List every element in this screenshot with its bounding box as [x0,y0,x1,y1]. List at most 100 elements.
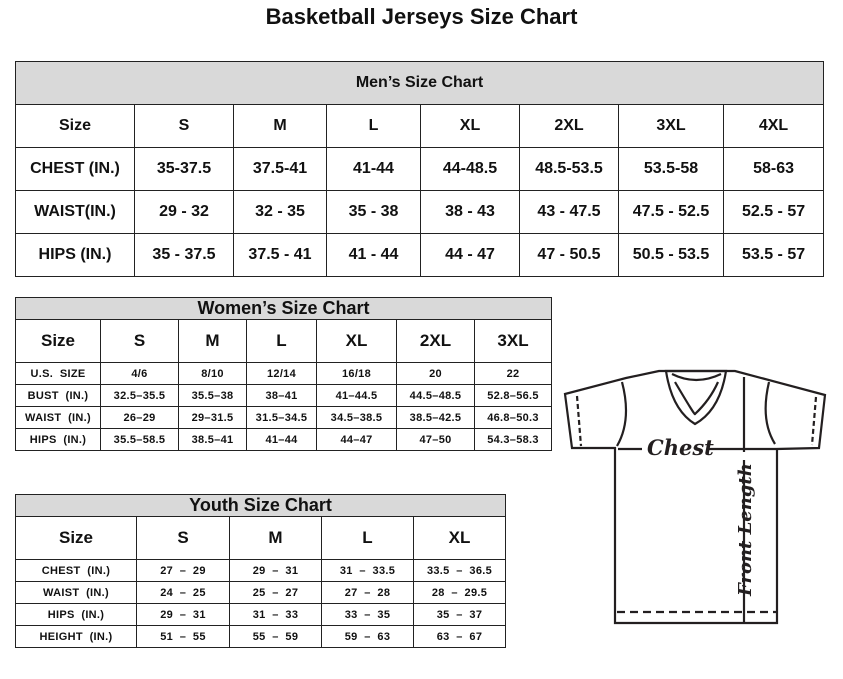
table-cell: 44–47 [316,428,397,451]
table-row: WAIST(IN.) 29 - 32 32 - 35 35 - 38 38 - 43 43… [15,190,825,234]
row-label: HIPS (IN.) [15,603,137,626]
table-cell: 32.5–35.5 [100,384,179,407]
table-cell: 52.5 - 57 [722,190,825,234]
table-cell: 31.5–34.5 [246,406,317,429]
front-length-label: Front Length [735,463,756,597]
table-cell: 43 - 47.5 [519,190,619,234]
jersey-diagram: Chest Front Length [563,369,827,625]
column-header: S [136,516,230,560]
row-label: HIPS (IN.) [15,428,101,451]
table-cell: 53.5 - 57 [722,233,825,277]
column-header: XL [316,319,397,363]
column-header: 4XL [722,104,825,148]
table-cell: 4/6 [100,362,179,385]
row-label: BUST (IN.) [15,384,101,407]
column-header: L [321,516,414,560]
header-row: Size S M L XL [15,516,507,560]
table-cell: 59 – 63 [321,625,414,648]
table-cell: 33.5 – 36.5 [412,559,507,582]
table-title: Women’s Size Chart [14,297,553,320]
table-cell: 38.5–41 [178,428,247,451]
column-header: L [326,104,421,148]
table-cell: 38.5–42.5 [396,406,475,429]
column-header: S [134,104,234,148]
table-row: CHEST (IN.) 27 – 29 29 – 31 31 – 33.5 33.5 –… [15,559,507,582]
column-header: 2XL [519,104,619,148]
table-cell: 44.5–48.5 [396,384,475,407]
table-cell: 16/18 [316,362,397,385]
mens-size-table: Men’s Size Chart Size S M L XL 2XL 3XL 4XL CHEST … [14,61,825,277]
table-title: Men’s Size Chart [14,61,825,105]
table-cell: 55 – 59 [229,625,322,648]
table-cell: 35.5–58.5 [100,428,179,451]
table-cell: 46.8–50.3 [473,406,553,429]
table-cell: 44 - 47 [420,233,520,277]
table-cell: 52.8–56.5 [473,384,553,407]
table-cell: 31 – 33.5 [321,559,414,582]
table-cell: 8/10 [178,362,247,385]
column-header: S [100,319,179,363]
header-row: Size S M L XL 2XL 3XL 4XL [15,104,825,148]
row-label: CHEST (IN.) [15,147,135,191]
column-header: 3XL [473,319,553,363]
table-cell: 37.5-41 [233,147,327,191]
column-header: M [178,319,247,363]
column-header: M [233,104,327,148]
column-header: XL [412,516,507,560]
row-label: U.S. SIZE [15,362,101,385]
table-cell: 41 - 44 [326,233,421,277]
table-cell: 29 – 31 [136,603,230,626]
table-cell: 29–31.5 [178,406,247,429]
table-cell: 29 – 31 [229,559,322,582]
table-row: BUST (IN.) 32.5–35.5 35.5–38 38–41 41–44.5 44… [15,384,553,407]
table-cell: 50.5 - 53.5 [618,233,724,277]
column-header: Size [15,104,135,148]
chest-label: Chest [647,435,714,460]
column-header: M [229,516,322,560]
page-title: Basketball Jerseys Size Chart [265,4,578,29]
table-row: WAIST (IN.) 26–29 29–31.5 31.5–34.5 34.5–38.… [15,406,553,429]
column-header: 2XL [396,319,475,363]
table-cell: 38 - 43 [420,190,520,234]
row-label: WAIST (IN.) [15,581,137,604]
header-row: Size S M L XL 2XL 3XL [15,319,553,363]
table-cell: 35.5–38 [178,384,247,407]
table-row: HIPS (IN.) 35 - 37.5 37.5 - 41 41 - 44 44 - … [15,233,825,277]
table-cell: 35 – 37 [412,603,507,626]
table-cell: 29 - 32 [134,190,234,234]
table-cell: 34.5–38.5 [316,406,397,429]
row-label: HIPS (IN.) [15,233,135,277]
table-cell: 26–29 [100,406,179,429]
column-header: L [246,319,317,363]
table-cell: 58-63 [722,147,825,191]
column-header: XL [420,104,520,148]
table-cell: 31 – 33 [229,603,322,626]
row-label: WAIST(IN.) [15,190,135,234]
table-cell: 47.5 - 52.5 [618,190,724,234]
table-title: Youth Size Chart [14,494,507,517]
table-cell: 12/14 [246,362,317,385]
table-cell: 37.5 - 41 [233,233,327,277]
row-label: CHEST (IN.) [15,559,137,582]
table-cell: 28 – 29.5 [412,581,507,604]
table-row: HIPS (IN.) 35.5–58.5 38.5–41 41–44 44–47 47–5… [15,428,553,451]
table-cell: 27 – 28 [321,581,414,604]
shirt-outline [563,369,827,625]
table-row: HEIGHT (IN.) 51 – 55 55 – 59 59 – 63 63 – 67 [15,625,507,648]
table-row: WAIST (IN.) 24 – 25 25 – 27 27 – 28 28 – 29.… [15,581,507,604]
youth-size-table: Youth Size Chart Size S M L XL CHEST (IN.) 27 –… [14,494,507,648]
table-cell: 41-44 [326,147,421,191]
table-cell: 51 – 55 [136,625,230,648]
table-row: HIPS (IN.) 29 – 31 31 – 33 33 – 35 35 – 37 [15,603,507,626]
table-cell: 41–44 [246,428,317,451]
table-cell: 20 [396,362,475,385]
table-cell: 48.5-53.5 [519,147,619,191]
table-cell: 41–44.5 [316,384,397,407]
table-cell: 53.5-58 [618,147,724,191]
table-cell: 33 – 35 [321,603,414,626]
column-header: 3XL [618,104,724,148]
table-cell: 35-37.5 [134,147,234,191]
table-cell: 63 – 67 [412,625,507,648]
row-label: HEIGHT (IN.) [15,625,137,648]
table-row: U.S. SIZE 4/6 8/10 12/14 16/18 20 22 [15,362,553,385]
